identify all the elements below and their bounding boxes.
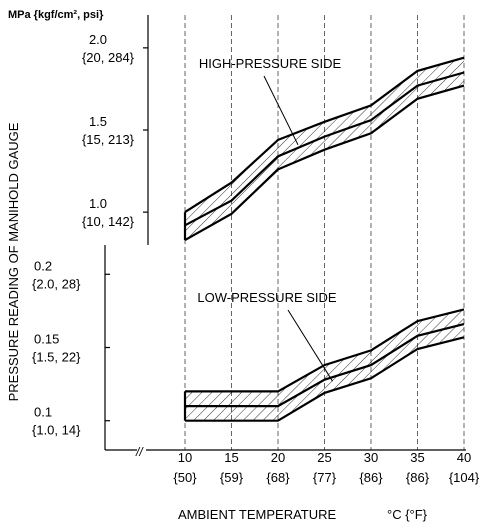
low-axis-tick-alt-label: {1.0, 14} — [32, 423, 81, 438]
x-tick-label: 25 — [317, 450, 331, 465]
x-tick-alt-label: {68} — [266, 470, 290, 485]
axis-break-mark: // — [135, 445, 144, 459]
x-tick-alt-label: {50} — [173, 470, 197, 485]
low-pressure-leader-line — [287, 309, 333, 382]
low-pressure-middle-line — [185, 323, 465, 408]
high-pressure-upper-line — [184, 56, 465, 214]
x-tick-label: 35 — [410, 450, 424, 465]
high-pressure-middle-line — [184, 71, 465, 227]
x-tick-label: 30 — [364, 450, 378, 465]
x-tick-alt-label: {59} — [220, 470, 244, 485]
high-axis-tick-alt-label: {15, 213} — [82, 132, 135, 147]
high-axis-tick-label: 1.0 — [89, 196, 107, 211]
high-axis-tick-label: 2.0 — [89, 32, 107, 47]
x-tick-label: 20 — [271, 450, 285, 465]
x-axis-label: AMBIENT TEMPERATURE — [178, 507, 337, 522]
x-tick-alt-label: {104} — [449, 470, 480, 485]
high-pressure-side-label: HIGH-PRESSURE SIDE — [199, 56, 342, 71]
x-tick-label: 15 — [224, 450, 238, 465]
low-pressure-side-label: LOW-PRESSURE SIDE — [197, 290, 337, 305]
low-pressure-band-area — [185, 309, 464, 421]
y-axis-label: PRESSURE READING OF MANIHOLD GAUGE — [6, 122, 21, 401]
low-pressure-upper-line — [185, 308, 465, 393]
x-axis-unit: °C {°F} — [387, 507, 428, 522]
low-axis-tick-label: 0.1 — [34, 405, 52, 420]
x-tick-alt-label: {86} — [359, 470, 383, 485]
high-axis-tick-label: 1.5 — [89, 114, 107, 129]
high-pressure-leader-line — [263, 75, 299, 146]
high-axis-tick-alt-label: {10, 142} — [82, 214, 135, 229]
x-tick-alt-label: {86} — [406, 470, 430, 485]
x-tick-label: 10 — [178, 450, 192, 465]
x-tick-alt-label: {77} — [313, 470, 337, 485]
unit-label: MPa {kgf/cm², psi} — [8, 9, 104, 21]
x-tick-label: 40 — [457, 450, 471, 465]
low-pressure-lower-line — [185, 336, 465, 422]
low-axis-tick-alt-label: {1.5, 22} — [32, 350, 81, 365]
high-pressure-lower-line — [184, 84, 465, 242]
high-axis-tick-alt-label: {20, 284} — [82, 50, 135, 65]
low-axis-tick-label: 0.15 — [34, 332, 59, 347]
low-axis-tick-label: 0.2 — [34, 258, 52, 273]
low-axis-tick-alt-label: {2.0, 28} — [32, 276, 81, 291]
